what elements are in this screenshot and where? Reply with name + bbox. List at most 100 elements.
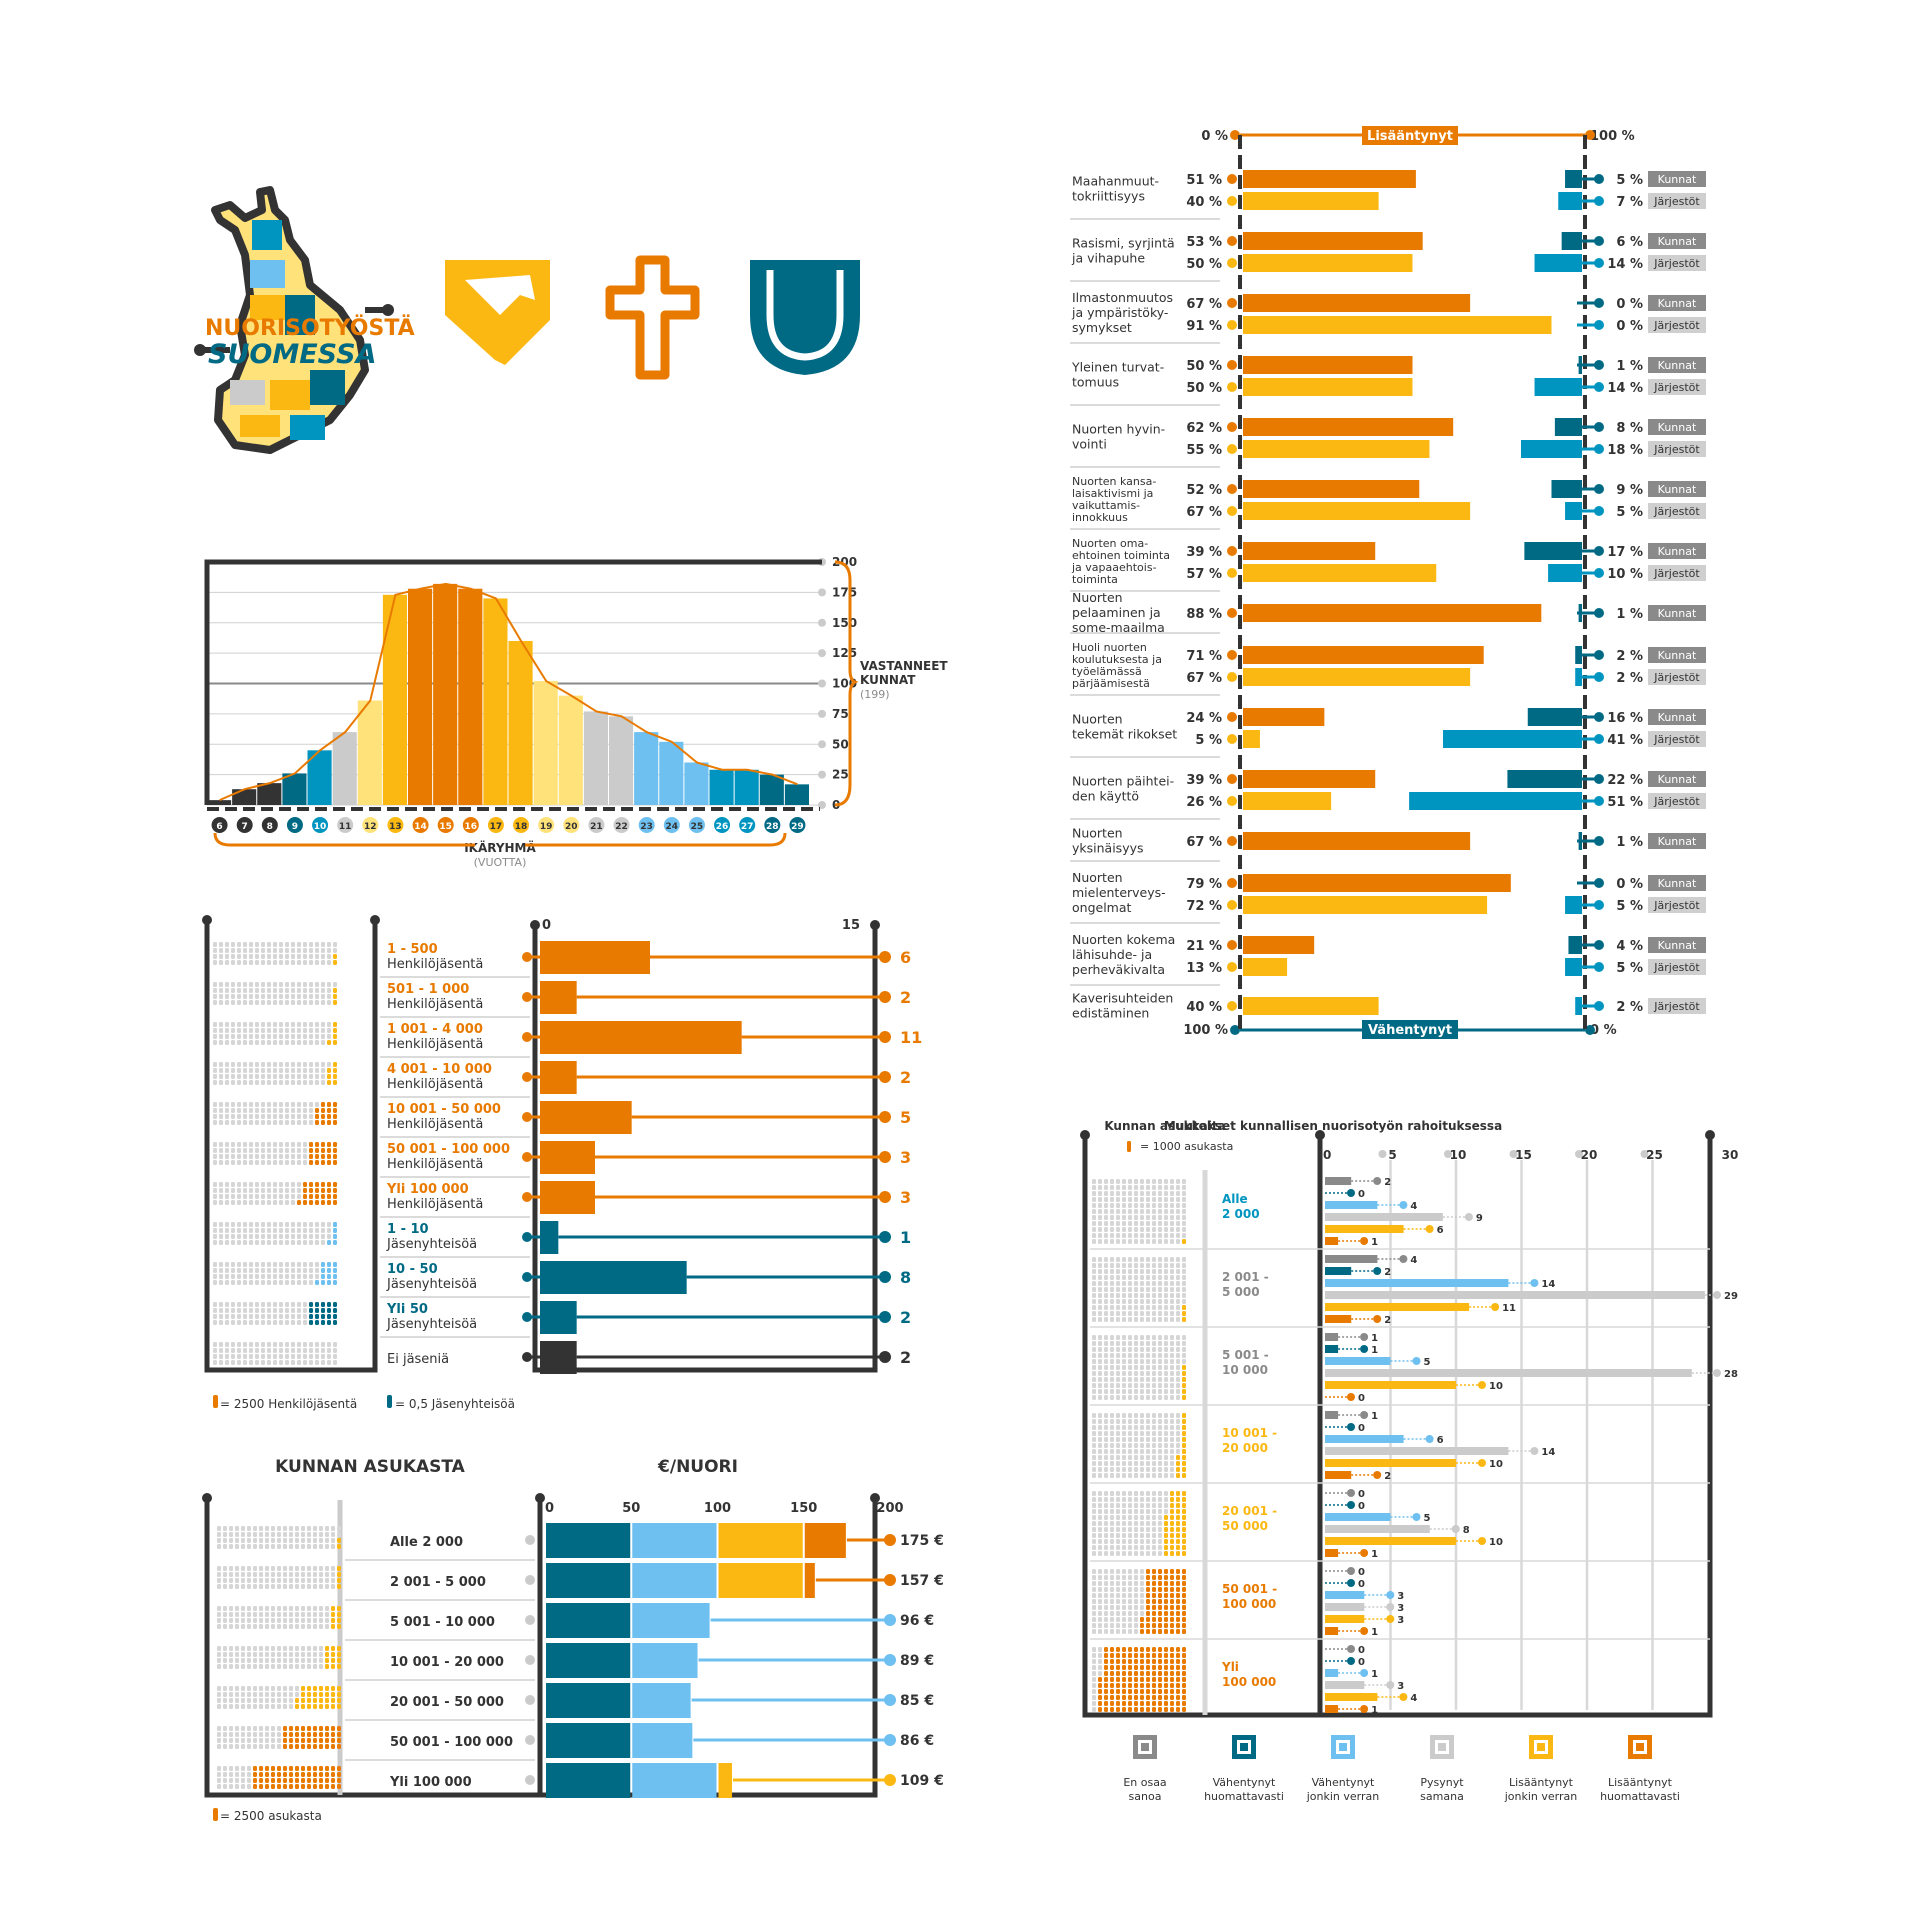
fund-people-icon bbox=[1122, 1353, 1126, 1358]
fund-people-icon bbox=[1164, 1203, 1168, 1208]
fund-people-icon bbox=[1110, 1605, 1114, 1610]
fund-people-icon bbox=[1122, 1287, 1126, 1292]
mem-people-icon bbox=[333, 942, 337, 947]
fund-people-icon bbox=[1176, 1413, 1180, 1418]
concern-dec-dot bbox=[1594, 320, 1604, 330]
fund-people-icon bbox=[1122, 1605, 1126, 1610]
fund-value: 4 bbox=[1410, 1255, 1417, 1266]
fund-people-icon bbox=[1134, 1527, 1138, 1532]
fund-group-label: 5 001 - bbox=[1222, 1348, 1269, 1362]
euro-people-icon bbox=[235, 1572, 239, 1577]
mem-people-icon bbox=[267, 1360, 271, 1365]
euro-people-icon bbox=[337, 1744, 341, 1749]
euro-people-icon bbox=[319, 1584, 323, 1589]
euro-people-icon bbox=[235, 1772, 239, 1777]
fund-people-icon bbox=[1164, 1191, 1168, 1196]
fund-people-icon bbox=[1182, 1365, 1186, 1370]
mem-people-icon bbox=[279, 988, 283, 993]
fund-people-icon bbox=[1182, 1419, 1186, 1424]
mem-people-icon bbox=[219, 1142, 223, 1147]
mem-people-icon bbox=[249, 1234, 253, 1239]
mem-people-icon bbox=[237, 1234, 241, 1239]
fund-people-icon bbox=[1128, 1665, 1132, 1670]
fund-people-icon bbox=[1110, 1293, 1114, 1298]
mem-people-icon bbox=[285, 1320, 289, 1325]
fund-people-icon bbox=[1116, 1539, 1120, 1544]
euro-people-icon bbox=[229, 1744, 233, 1749]
fund-people-icon bbox=[1122, 1425, 1126, 1430]
fund-people-icon bbox=[1122, 1695, 1126, 1700]
euro-people-icon bbox=[331, 1658, 335, 1663]
fund-people-icon bbox=[1110, 1695, 1114, 1700]
mem-people-icon bbox=[291, 1222, 295, 1227]
concern-dec-bar bbox=[1554, 418, 1582, 436]
mem-people-icon bbox=[243, 1000, 247, 1005]
mem-people-icon bbox=[315, 988, 319, 993]
fund-people-icon bbox=[1134, 1431, 1138, 1436]
fund-people-icon bbox=[1152, 1413, 1156, 1418]
euro-people-icon bbox=[313, 1606, 317, 1611]
fund-people-icon bbox=[1170, 1317, 1174, 1322]
concern-inc-dot bbox=[1227, 360, 1237, 370]
fund-people-icon bbox=[1146, 1179, 1150, 1184]
fund-people-icon bbox=[1152, 1287, 1156, 1292]
mem-people-icon bbox=[219, 1062, 223, 1067]
mem-people-icon bbox=[255, 1160, 259, 1165]
euro-people-icon bbox=[337, 1692, 341, 1697]
fund-people-icon bbox=[1134, 1233, 1138, 1238]
euro-people-icon bbox=[259, 1584, 263, 1589]
mem-people-icon bbox=[267, 1348, 271, 1353]
age-x-label: 29 bbox=[791, 822, 804, 832]
mem-people-icon bbox=[255, 1028, 259, 1033]
mem-people-icon bbox=[249, 1308, 253, 1313]
fund-people-icon bbox=[1098, 1683, 1102, 1688]
mem-people-icon bbox=[303, 1188, 307, 1193]
mem-people-icon bbox=[255, 1222, 259, 1227]
fund-people-icon bbox=[1116, 1299, 1120, 1304]
euro-people-icon bbox=[307, 1526, 311, 1531]
concern-inc-value: 67 % bbox=[1186, 671, 1222, 686]
mem-people-icon bbox=[231, 1068, 235, 1073]
mem-people-icon bbox=[267, 1062, 271, 1067]
fund-people-icon bbox=[1170, 1491, 1174, 1496]
age-bar bbox=[533, 681, 558, 805]
euro-people-icon bbox=[337, 1572, 341, 1577]
euro-people-icon bbox=[259, 1772, 263, 1777]
mem-people-icon bbox=[333, 1240, 337, 1245]
euro-people-icon bbox=[337, 1772, 341, 1777]
euro-people-icon bbox=[241, 1526, 245, 1531]
concern-group-tag-label: Kunnat bbox=[1658, 649, 1697, 662]
mem-people-icon bbox=[243, 982, 247, 987]
fund-people-icon bbox=[1110, 1497, 1114, 1502]
fund-people-icon bbox=[1128, 1305, 1132, 1310]
fund-people-icon bbox=[1170, 1671, 1174, 1676]
mem-people-icon bbox=[279, 1114, 283, 1119]
concern-dec-dot bbox=[1594, 900, 1604, 910]
fund-people-icon bbox=[1104, 1545, 1108, 1550]
concern-dec-value: 14 % bbox=[1607, 257, 1643, 272]
fund-people-icon bbox=[1146, 1695, 1150, 1700]
concern-item-label: innokkuus bbox=[1072, 511, 1128, 524]
euro-people-icon bbox=[271, 1538, 275, 1543]
fund-people-icon bbox=[1098, 1191, 1102, 1196]
fund-people-icon bbox=[1152, 1473, 1156, 1478]
fund-people-icon bbox=[1146, 1491, 1150, 1496]
mem-people-icon bbox=[249, 1182, 253, 1187]
fund-people-icon bbox=[1152, 1227, 1156, 1232]
mem-people-icon bbox=[255, 1114, 259, 1119]
fund-people-icon bbox=[1176, 1431, 1180, 1436]
euro-people-icon bbox=[235, 1652, 239, 1657]
mem-people-icon bbox=[315, 1028, 319, 1033]
age-x-label: 13 bbox=[389, 822, 402, 832]
fund-people-icon bbox=[1104, 1449, 1108, 1454]
fund-people-icon bbox=[1110, 1263, 1114, 1268]
fund-people-icon bbox=[1110, 1671, 1114, 1676]
org-legend-icon bbox=[387, 1395, 392, 1408]
fund-value-dot bbox=[1373, 1471, 1382, 1479]
fund-value: 3 bbox=[1397, 1591, 1404, 1602]
euro-people-icon bbox=[307, 1612, 311, 1617]
fund-people-icon bbox=[1176, 1299, 1180, 1304]
fund-people-icon bbox=[1128, 1209, 1132, 1214]
mem-people-icon bbox=[267, 1022, 271, 1027]
euro-people-icon bbox=[265, 1726, 269, 1731]
